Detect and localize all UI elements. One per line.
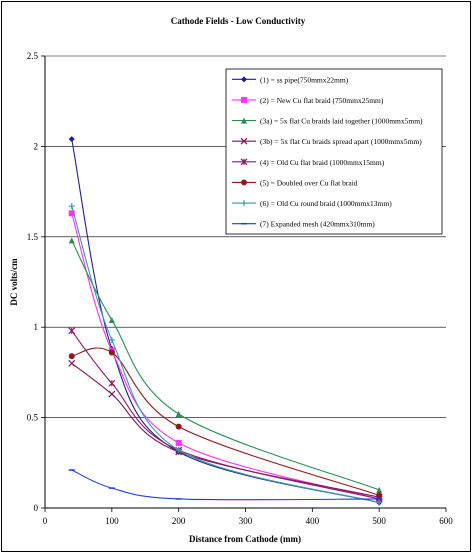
legend-item: (3a) = 5x flat Cu braids laid together (… <box>232 117 423 126</box>
x-tick-label: 300 <box>239 516 253 526</box>
chart-title: Cathode Fields - Low Conductivity <box>171 16 306 26</box>
data-point <box>108 336 115 343</box>
data-point <box>376 499 383 506</box>
series-line <box>71 469 380 501</box>
data-point <box>175 410 182 417</box>
legend-label: (3b) = 5x flat Cu braids spread apart (1… <box>260 137 422 146</box>
legend-item: (6) = Old Cu round braid (1000mmx13mm) <box>232 199 392 208</box>
y-axis-label: DC volts/cm <box>9 258 19 306</box>
series-line <box>71 362 380 498</box>
x-tick-label: 500 <box>372 516 386 526</box>
series-group <box>68 136 383 506</box>
legend-label: (6) = Old Cu round braid (1000mmx13mm) <box>260 199 392 208</box>
data-point <box>175 439 182 446</box>
data-point <box>68 203 75 210</box>
legend-swatch-marker <box>241 96 247 103</box>
x-tick-label: 200 <box>172 516 186 526</box>
legend-item: (5) = Doubled over Cu flat braid <box>232 178 358 187</box>
legend-item: (7) Expanded mesh (420mmx310mm) <box>232 220 375 229</box>
data-point <box>68 210 75 217</box>
legend-item: (1) = ss pipe(750mmx22mm) <box>232 75 349 84</box>
data-point <box>175 423 182 430</box>
data-point <box>68 359 76 367</box>
legend-label: (1) = ss pipe(750mmx22mm) <box>260 75 349 84</box>
axes <box>41 55 447 512</box>
legend-swatch-marker <box>241 76 247 83</box>
y-tick-label: 2.5 <box>27 51 39 61</box>
x-tick-label: 0 <box>43 516 48 526</box>
legend-item: (2) = New Cu flat braid (750mmx25mm) <box>232 96 384 105</box>
legend-box <box>225 68 443 235</box>
x-tick-label: 100 <box>105 516 119 526</box>
data-point <box>175 447 182 454</box>
series-line <box>71 330 380 500</box>
x-tick-label: 400 <box>306 516 320 526</box>
legend-label: (7) Expanded mesh (420mmx310mm) <box>260 220 375 229</box>
y-tick-label: 2 <box>34 141 39 151</box>
legend-label: (4) = Old Cu flat braid (1000mmx15mm) <box>260 158 385 167</box>
data-point <box>108 390 116 398</box>
legend-item: (3b) = 5x flat Cu braids spread apart (1… <box>232 137 422 146</box>
legend-label: (5) = Doubled over Cu flat braid <box>260 178 358 187</box>
series-6 <box>68 347 383 499</box>
legend-swatch-marker <box>240 158 248 166</box>
series-line <box>71 213 380 500</box>
x-tick-label: 600 <box>439 516 453 526</box>
legend-swatch-marker <box>241 179 247 186</box>
legend-label: (2) = New Cu flat braid (750mmx25mm) <box>260 96 384 105</box>
y-tick-label: 0.5 <box>27 413 39 423</box>
legend-label: (3a) = 5x flat Cu braids laid together (… <box>260 117 423 126</box>
data-point <box>68 237 75 244</box>
y-tick-label: 0 <box>34 503 39 513</box>
legend-swatch-marker <box>240 137 248 145</box>
legend-swatch-marker <box>241 200 247 207</box>
data-point <box>108 379 116 387</box>
y-tick-label: 1.5 <box>27 232 39 242</box>
legend-swatch-marker <box>241 117 247 124</box>
series-7 <box>68 203 383 506</box>
legend: (1) = ss pipe(750mmx22mm) (2) = New Cu fl… <box>225 68 443 235</box>
y-tick-label: 1 <box>34 322 39 332</box>
data-point <box>68 353 75 360</box>
tick-labels: 0 0.5 1 1.5 2 2.5 0 100 200 300 400 500 600 <box>27 51 454 526</box>
data-point <box>108 316 115 323</box>
data-point <box>108 349 115 356</box>
data-point <box>376 486 383 493</box>
series-line <box>71 205 380 504</box>
legend-item: (4) = Old Cu flat braid (1000mmx15mm) <box>232 158 385 167</box>
series-8 <box>68 469 383 501</box>
data-point <box>68 327 76 335</box>
x-axis-label: Distance from Cathode (mm) <box>189 534 301 544</box>
data-point <box>68 136 75 143</box>
grid-lines <box>45 55 446 418</box>
series-line <box>71 347 380 496</box>
data-point <box>376 492 383 499</box>
